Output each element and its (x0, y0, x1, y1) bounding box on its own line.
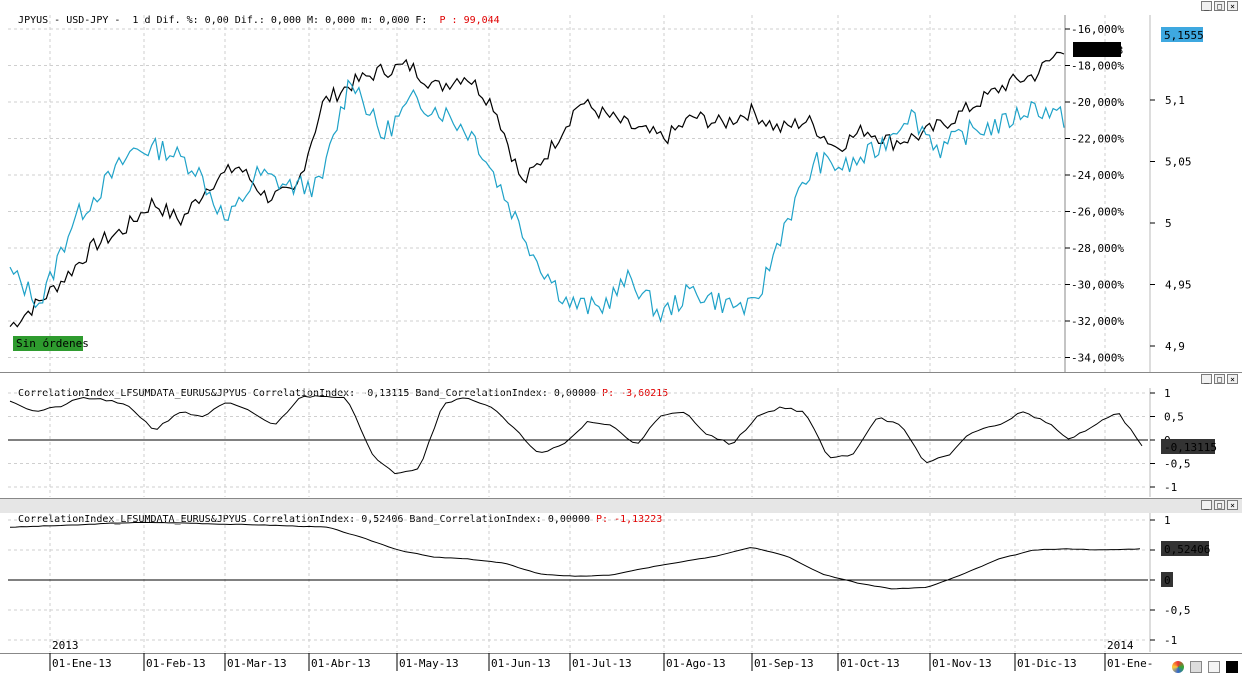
date-label: 01-Ene- (1107, 657, 1153, 670)
restore-icon[interactable]: □ (1214, 500, 1225, 510)
panel3-window-controls: _ □ × (1201, 500, 1238, 510)
date-label: 01-Jun-13 (491, 657, 551, 670)
right-axis-tick-label: 4,9 (1165, 340, 1185, 353)
date-label: 01-Mar-13 (227, 657, 287, 670)
left-axis-tick-label: -18,000% (1071, 60, 1124, 73)
minimize-icon[interactable]: _ (1201, 500, 1212, 510)
left-axis-tick-label: -20,000% (1071, 96, 1124, 109)
date-label: 01-Jul-13 (572, 657, 632, 670)
save-icon[interactable] (1190, 661, 1202, 673)
date-label: 01-Dic-13 (1017, 657, 1077, 670)
panel3-value-label: 0,52406 (1164, 543, 1210, 556)
left-axis-tick-label: -30,000% (1071, 279, 1124, 292)
right-axis-tick-label: 5 (1165, 217, 1172, 230)
panel3-zero-label: 0 (1164, 574, 1171, 587)
panel3-tick-label: -1 (1164, 634, 1177, 647)
panel2-correlation-line (9, 395, 1143, 475)
left-axis-tick-label: -28,000% (1071, 242, 1124, 255)
left-axis-tick-label: -26,000% (1071, 206, 1124, 219)
panel3-tick-label: -0,5 (1164, 604, 1191, 617)
left-axis-tick-label: -22,000% (1071, 133, 1124, 146)
date-label: 01-Feb-13 (146, 657, 206, 670)
date-label: 01-Ago-13 (666, 657, 726, 670)
panel1-header-text: JPYUS - USD-JPY - 1 d Dif. %: 0,00 Dif.:… (18, 15, 428, 26)
date-label: 01-Nov-13 (932, 657, 992, 670)
cyan-label-box (1161, 27, 1203, 42)
panel3-tick-label: 1 (1164, 514, 1171, 527)
orders-badge-label: Sin órdenes (16, 337, 89, 350)
panel2-tick-label: 0,5 (1164, 411, 1184, 424)
restore-icon[interactable]: □ (1214, 1, 1225, 11)
panel1-header-p: P : 99,044 (439, 15, 500, 26)
bottom-toolbar (1172, 661, 1238, 673)
date-label: 01-May-13 (399, 657, 459, 670)
panel2-window-controls: _ □ × (1201, 374, 1238, 384)
restore-icon[interactable]: □ (1214, 374, 1225, 384)
panel2-value-label: -0,13115 (1164, 441, 1217, 454)
date-label: 01-Abr-13 (311, 657, 371, 670)
pin-icon[interactable] (1208, 661, 1220, 673)
left-axis-tick-label: -32,000% (1071, 315, 1124, 328)
fill-square-icon[interactable] (1226, 661, 1238, 673)
panel1-header: JPYUS - USD-JPY - 1 d Dif. %: 0,00 Dif.:… (0, 0, 1242, 26)
year-label-2013: 2013 (52, 639, 79, 652)
orders-badge (13, 336, 83, 351)
cyan-series-line (9, 78, 1065, 324)
panel3-value-box (1161, 541, 1209, 556)
right-axis-tick-label: 4,95 (1165, 279, 1192, 292)
cyan-label: 5,1555 (1164, 29, 1204, 42)
panel1-window-controls: _ □ × (1201, 1, 1238, 11)
close-icon[interactable]: × (1227, 374, 1238, 384)
right-axis-tick-label: 5,1 (1165, 94, 1185, 107)
minimize-icon[interactable]: _ (1201, 1, 1212, 11)
panel2-value-box (1161, 439, 1215, 454)
date-label: 01-Oct-13 (840, 657, 900, 670)
panel3-zero-box (1161, 572, 1173, 587)
close-icon[interactable]: × (1227, 1, 1238, 11)
left-axis-tick-label: -16,000% (1071, 23, 1124, 36)
panel3-correlation-line (9, 521, 1141, 590)
minimize-icon[interactable]: _ (1201, 374, 1212, 384)
panel2-tick-label: -0,5 (1164, 458, 1191, 471)
left-axis-tick-label: -24,000% (1071, 169, 1124, 182)
panel2-tick-label: 1 (1164, 387, 1171, 400)
price-label: 104,243 (1077, 44, 1123, 57)
date-label: 01-Sep-13 (754, 657, 814, 670)
left-axis-tick-label: -34,000% (1071, 352, 1124, 365)
color-palette-icon[interactable] (1172, 661, 1184, 673)
date-label: 01-Ene-13 (52, 657, 112, 670)
price-label-box (1073, 42, 1121, 57)
year-label-2014: 2014 (1107, 639, 1134, 652)
close-icon[interactable]: × (1227, 500, 1238, 510)
right-axis-tick-label: 5,05 (1165, 156, 1192, 169)
jpyus-price-line (9, 51, 1065, 328)
panel2-tick-label: -1 (1164, 481, 1177, 494)
